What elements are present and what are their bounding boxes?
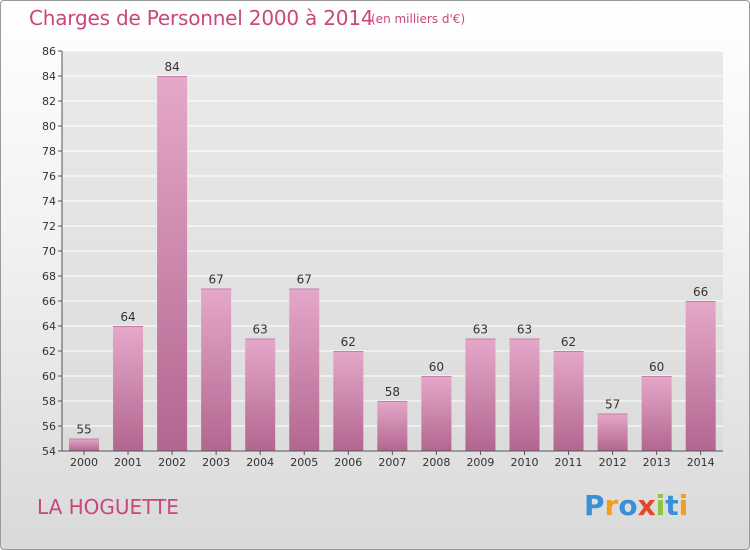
bar [641,376,672,451]
y-tick-label: 78 [42,145,56,158]
y-tick-label: 62 [42,345,56,358]
x-tick-label: 2000 [70,456,98,469]
bar-value-label: 58 [385,385,400,399]
x-tick-label: 2007 [378,456,406,469]
bar [597,413,628,451]
y-tick-label: 54 [42,445,56,458]
y-tick-label: 84 [42,70,56,83]
y-axis: 54 56 58 60 62 64 66 68 70 72 74 76 78 80 82 84 86 [42,45,63,458]
bar-value-label: 62 [341,335,356,349]
y-tick-label: 74 [42,195,56,208]
y-tick-label: 60 [42,370,56,383]
bar [201,288,232,451]
logo-letter: i [655,489,666,522]
x-tick-label: 2002 [158,456,186,469]
x-tick-label: 2008 [422,456,450,469]
bar [465,338,496,451]
y-tick-label: 58 [42,395,56,408]
y-tick-label: 82 [42,95,56,108]
x-tick-label: 2010 [511,456,539,469]
bar-value-label: 67 [209,273,224,287]
x-tick-label: 2001 [114,456,142,469]
y-tick-label: 56 [42,420,56,433]
bar [685,301,716,451]
bar [157,76,188,451]
logo-letter: P [584,489,605,522]
bar-value-label: 84 [164,60,179,74]
bar [289,288,320,451]
bar [69,438,99,451]
y-tick-label: 64 [42,320,56,333]
logo-letter: x [637,489,656,522]
bar-value-label: 60 [649,360,664,374]
y-tick-label: 80 [42,120,56,133]
bar-value-label: 64 [120,310,135,324]
bar-value-label: 55 [76,423,91,437]
bars: 55 64 84 67 63 67 62 58 60 63 63 62 57 60 66 [69,60,716,451]
x-tick-label: 2011 [555,456,583,469]
y-tick-label: 76 [42,170,56,183]
y-tick-label: 66 [42,295,56,308]
chart-title: Charges de Personnel 2000 à 2014 [29,6,374,30]
town-name: LA HOGUETTE [37,495,179,519]
logo-letter: r [604,489,619,522]
logo-letter: t [665,489,679,522]
y-tick-label: 70 [42,245,56,258]
bar-value-label: 60 [429,360,444,374]
bar [245,338,276,451]
x-tick-label: 2012 [599,456,627,469]
x-tick-label: 2014 [687,456,715,469]
y-tick-label: 68 [42,270,56,283]
x-axis: 2000 2001 2002 2003 2004 2005 2006 2007 2008 2009… [62,450,723,469]
bar [377,401,408,451]
logo-letter: i [678,489,689,522]
x-tick-label: 2009 [466,456,494,469]
x-tick-label: 2006 [334,456,362,469]
bar [509,338,540,451]
y-tick-label: 72 [42,220,56,233]
bar [553,351,584,451]
bar [333,351,364,451]
proxiti-logo[interactable]: Proxiti [584,489,688,522]
bar-value-label: 63 [517,323,532,337]
bar [113,326,144,451]
bar-value-label: 63 [473,323,488,337]
bar-value-label: 67 [297,273,312,287]
x-tick-label: 2004 [246,456,274,469]
y-tick-label: 86 [42,45,56,58]
bar [421,376,452,451]
bar-value-label: 57 [605,398,620,412]
x-tick-label: 2013 [643,456,671,469]
bar-value-label: 66 [693,285,708,299]
x-tick-label: 2003 [202,456,230,469]
bar-value-label: 62 [561,335,576,349]
logo-letter: o [618,489,638,522]
bar-value-label: 63 [253,323,268,337]
x-tick-label: 2005 [290,456,318,469]
chart-subtitle: (en milliers d'€) [371,12,466,26]
